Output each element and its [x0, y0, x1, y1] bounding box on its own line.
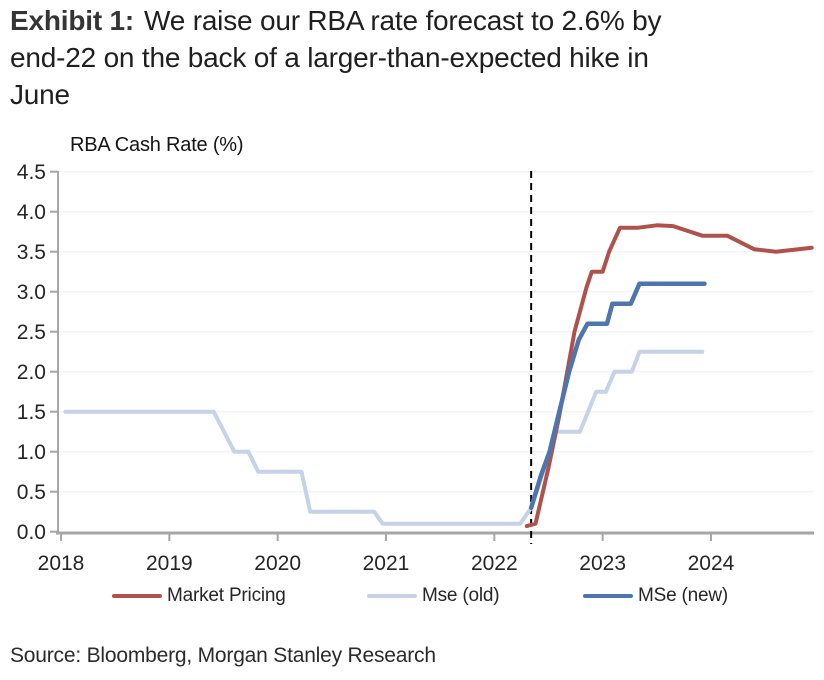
y-tick-label: 1.5	[17, 401, 46, 424]
exhibit-title: Exhibit 1: We raise our RBA rate forecast…	[10, 2, 820, 113]
legend-label: Mse (old)	[422, 585, 500, 606]
exhibit-title-line-1: Exhibit 1: We raise our RBA rate forecast…	[10, 2, 820, 39]
y-tick-label: 0.5	[17, 481, 46, 504]
legend-item-market-pricing: Market Pricing	[112, 585, 286, 607]
x-tick-label: 2023	[579, 552, 626, 575]
legend-line-swatch	[583, 594, 633, 598]
legend-item-mse-new: MSe (new)	[583, 585, 728, 607]
y-tick-label: 2.0	[17, 361, 46, 384]
chart-legend: Market Pricing Mse (old) MSe (new)	[0, 585, 824, 607]
series-line-mse-old	[63, 349, 705, 526]
legend-item-mse-old: Mse (old)	[367, 585, 500, 607]
x-tick-label: 2021	[363, 552, 410, 575]
source-note: Source: Bloomberg, Morgan Stanley Resear…	[10, 644, 436, 667]
exhibit-title-line-3: June	[10, 79, 70, 110]
y-tick-label: 1.0	[17, 441, 46, 464]
exhibit-title-line-2: end-22 on the back of a larger-than-expe…	[10, 42, 649, 73]
y-tick-label: 0.0	[17, 521, 46, 544]
legend-line-swatch	[112, 594, 162, 598]
x-tick-label: 2019	[146, 552, 193, 575]
exhibit-title-text-1: We raise our RBA rate forecast to 2.6% b…	[144, 5, 662, 36]
legend-line-swatch	[367, 594, 417, 598]
x-tick-label: 2020	[254, 552, 301, 575]
y-tick-label: 3.0	[17, 281, 46, 304]
x-tick-label: 2024	[688, 552, 735, 575]
exhibit-number-label: Exhibit 1:	[10, 5, 135, 36]
x-tick-label: 2022	[471, 552, 518, 575]
chart-axis-title: RBA Cash Rate (%)	[70, 134, 244, 156]
y-tick-label: 4.0	[17, 201, 46, 224]
y-tick-label: 3.5	[17, 241, 46, 264]
legend-label: Market Pricing	[167, 585, 286, 606]
series-line-mse-new	[528, 281, 707, 510]
legend-label: MSe (new)	[638, 585, 729, 606]
y-tick-label: 2.5	[17, 321, 46, 344]
y-tick-label: 4.5	[17, 161, 46, 184]
x-tick-label: 2018	[38, 552, 85, 575]
